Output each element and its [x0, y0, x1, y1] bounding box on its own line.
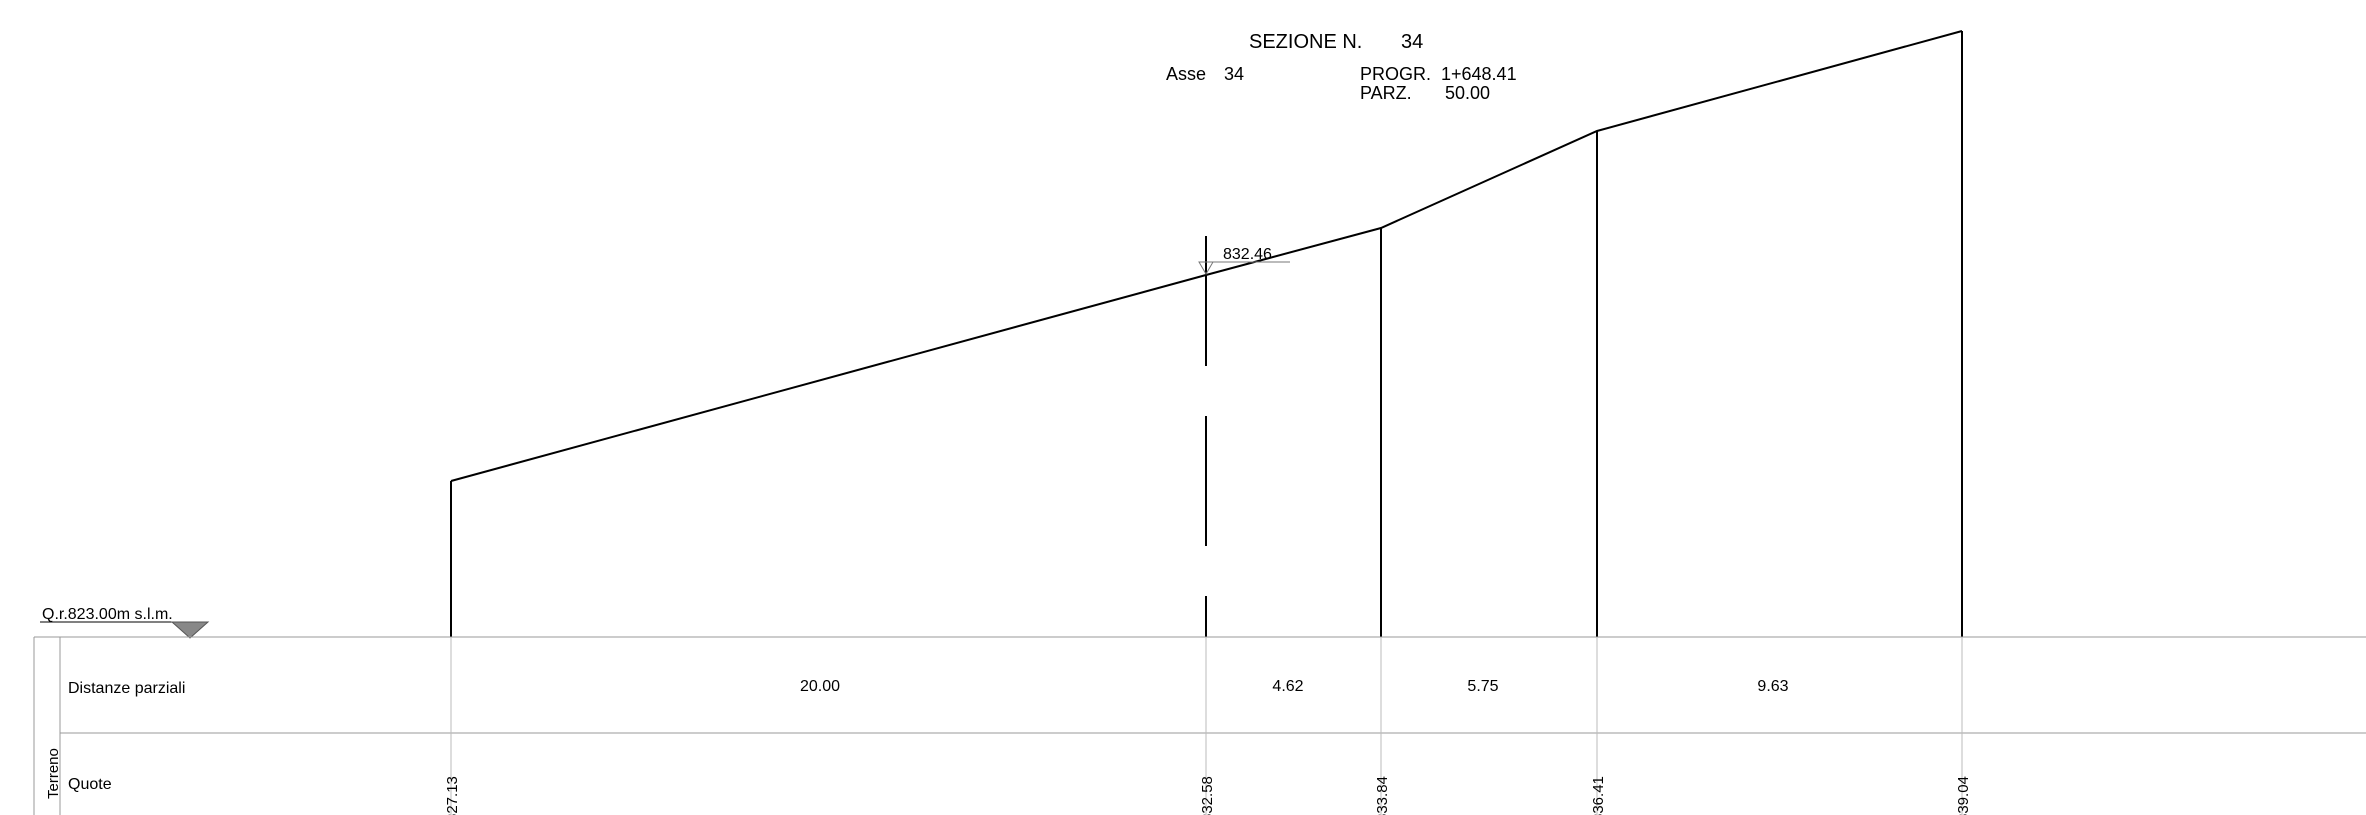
elevation-label-5: 839.04: [1955, 776, 1972, 815]
row-label-elevations: Quote: [68, 776, 112, 793]
elevation-label-4: 836.41: [1590, 776, 1607, 815]
distance-label-4: 9.63: [1757, 678, 1788, 695]
distance-label-3: 5.75: [1467, 678, 1498, 695]
table-group-label: Terreno: [45, 748, 62, 799]
axis-marker-triangle-icon: [1198, 261, 1214, 275]
axis-number: 34: [1224, 64, 1244, 84]
distance-label-2: 4.62: [1272, 678, 1303, 695]
elevation-label-1: 827.13: [444, 776, 461, 815]
reference-triangle-icon: [170, 621, 210, 639]
reference-elevation-label: Q.r.823.00m s.l.m.: [42, 606, 173, 623]
section-title-number: 34: [1401, 31, 1423, 53]
elevation-label-2: 832.58: [1199, 776, 1216, 815]
elevation-label-3: 833.84: [1374, 776, 1391, 815]
row-label-distances: Distanze parziali: [68, 680, 185, 697]
progr-value: 1+648.41: [1441, 64, 1517, 84]
axis-marker-elevation: 832.46: [1223, 246, 1272, 263]
progr-label: PROGR.: [1360, 64, 1431, 84]
axis-label: Asse: [1166, 64, 1206, 84]
parz-value: 50.00: [1445, 83, 1490, 103]
parz-label: PARZ.: [1360, 83, 1412, 103]
distance-label-1: 20.00: [800, 678, 840, 695]
section-title-label: SEZIONE N.: [1249, 31, 1362, 53]
